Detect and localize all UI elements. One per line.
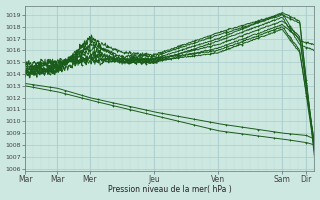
X-axis label: Pression niveau de la mer( hPa ): Pression niveau de la mer( hPa ) (108, 185, 232, 194)
